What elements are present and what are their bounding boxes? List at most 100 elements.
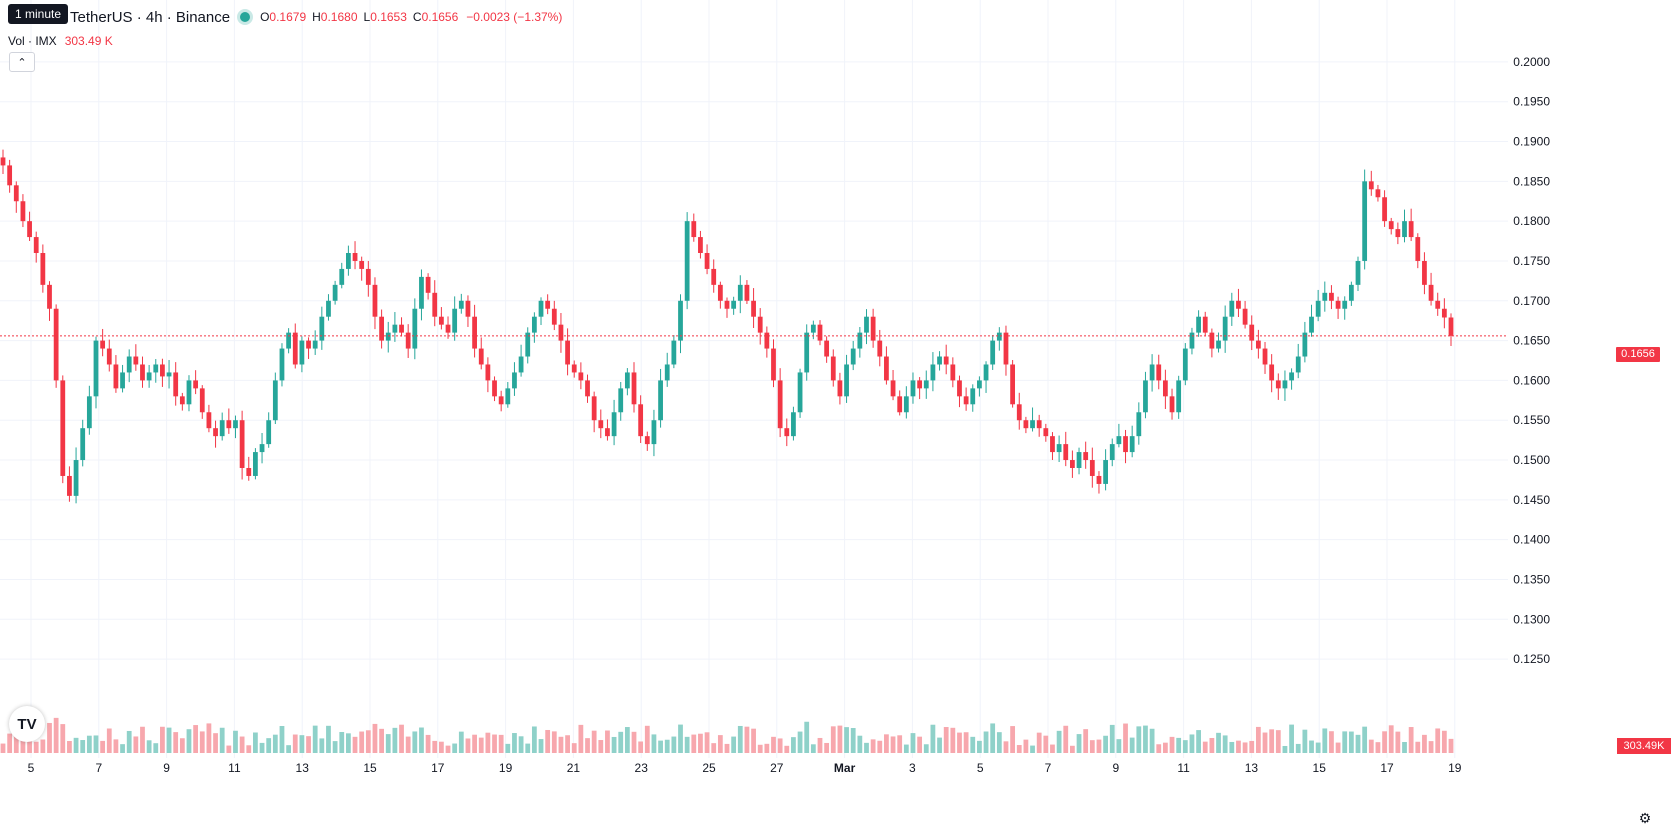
volume-bar [405, 736, 411, 753]
volume-bar [412, 731, 418, 753]
candle-body [1123, 436, 1128, 453]
volume-bar [352, 736, 358, 753]
candle-body [890, 380, 896, 397]
volume-bar [923, 744, 929, 753]
candle-body [20, 201, 26, 222]
candle-body [372, 284, 378, 317]
candle-body [1236, 300, 1241, 309]
volume-bar [365, 730, 371, 753]
volume-bar [1262, 732, 1268, 753]
candle-body [538, 300, 544, 317]
candle-body [359, 260, 365, 269]
tradingview-logo[interactable]: TV [9, 706, 45, 742]
volume-bar [73, 737, 79, 753]
candle-body [385, 332, 391, 341]
open-value: O0.1679 [260, 10, 307, 24]
volume-bar [1129, 737, 1135, 753]
symbol-title[interactable]: TetherUS · 4h · Binance [70, 8, 231, 26]
candle-body [259, 444, 265, 453]
volume-bar [160, 726, 165, 753]
volume-bar [977, 740, 982, 753]
volume-bar [53, 717, 59, 753]
candle-body [233, 420, 238, 429]
candle-body [870, 316, 876, 341]
volume-bar [1242, 742, 1248, 753]
candle-body [664, 364, 670, 381]
candle-body [1249, 324, 1255, 341]
volume-bar [1329, 731, 1334, 753]
volume-bar [698, 733, 703, 753]
candle-body [1402, 221, 1407, 238]
candle-body [671, 340, 677, 365]
volume-bar [1422, 734, 1427, 753]
volume-bar [644, 725, 650, 753]
volume-bar [585, 738, 590, 753]
volume-bar [545, 729, 551, 753]
volume-bar [0, 743, 6, 753]
volume-bar [1402, 741, 1407, 753]
x-tick-label: 17 [1380, 761, 1394, 775]
price-axis[interactable]: 0.2000 0.1950 0.1900 0.1850 0.1800 0.1750 0.17… [1513, 55, 1550, 666]
candle-body [60, 380, 66, 476]
candle-body [1362, 181, 1368, 261]
volume-bar [651, 734, 657, 753]
volume-bar [771, 736, 776, 753]
candle-body [744, 284, 750, 301]
volume-bar [213, 733, 218, 753]
volume-bar [917, 736, 923, 753]
collapse-legend-button[interactable]: ⌃ [9, 52, 35, 72]
volume-bar [731, 736, 737, 753]
candle-body [505, 388, 511, 405]
volume-bar [983, 731, 989, 753]
candle-body [1375, 189, 1381, 198]
volume-bar [292, 734, 298, 753]
candle-body [1295, 356, 1301, 373]
volume-bar [1362, 726, 1368, 753]
time-axis[interactable]: 5 7 9 11 13 15 17 19 21 23 25 27 Mar 3 5 7 9 11 13 15 17 19 [28, 761, 1462, 775]
candle-body [937, 356, 942, 365]
volume-bar [286, 745, 292, 753]
candle-body [771, 348, 776, 381]
candle-body [405, 332, 411, 349]
candle-body [970, 388, 976, 405]
volume-bar [717, 735, 723, 753]
volume-bar [47, 722, 52, 753]
volume-bar [1408, 727, 1414, 753]
volume-bar [1216, 732, 1221, 753]
volume-bar [199, 731, 205, 753]
volume-bar [1222, 735, 1228, 753]
volume-label[interactable]: Vol · IMX [8, 34, 57, 48]
volume-bar [870, 739, 876, 753]
candle-body [272, 380, 278, 421]
volume-bar [385, 734, 391, 753]
candle-body [963, 396, 969, 405]
candle-body [140, 364, 145, 381]
volume-bar [757, 744, 763, 753]
volume-bar [1010, 726, 1016, 753]
volume-bar [1103, 735, 1108, 753]
candle-body [279, 348, 285, 381]
volume-bar [206, 723, 212, 753]
x-tick-label: 7 [1045, 761, 1052, 775]
volume-bar [1050, 744, 1055, 753]
settings-gear-icon[interactable]: ⚙ [1638, 810, 1652, 826]
candle-body [1003, 332, 1009, 365]
candle-body [452, 308, 458, 333]
volume-bar [830, 726, 836, 753]
candle-body [531, 316, 537, 333]
x-tick-label: 25 [702, 761, 716, 775]
candle-body [977, 380, 982, 389]
candle-body [1289, 372, 1294, 381]
candle-body [226, 420, 232, 429]
candle-body [737, 284, 743, 301]
volume-bar [1322, 728, 1328, 753]
volume-bar [598, 740, 604, 753]
candle-body [1441, 308, 1447, 318]
volume-bar [963, 732, 969, 753]
candle-body [864, 316, 869, 333]
volume-bar [764, 743, 770, 753]
candle-body [27, 221, 32, 238]
x-tick-label: 13 [296, 761, 310, 775]
volume-bar [1136, 726, 1142, 753]
